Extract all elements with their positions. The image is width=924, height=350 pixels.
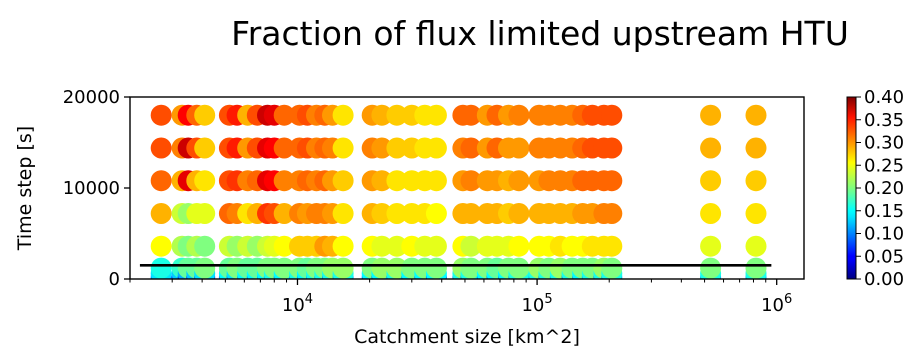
x-tick-label: 104 <box>282 292 313 316</box>
x-tick-label: 105 <box>521 292 552 316</box>
data-point <box>508 203 530 224</box>
data-point <box>700 170 722 192</box>
data-point <box>460 203 482 224</box>
data-point <box>273 137 295 159</box>
data-point <box>745 170 767 192</box>
data-point <box>745 235 767 257</box>
colorbar-tick-label: 0.10 <box>864 224 904 245</box>
data-point <box>745 203 767 224</box>
y-tick-label: 10000 <box>63 178 120 199</box>
data-point <box>508 137 530 159</box>
data-point <box>273 235 295 257</box>
scatter-points <box>150 104 767 279</box>
data-point <box>460 137 482 159</box>
data-point <box>150 137 172 159</box>
data-point <box>194 104 216 126</box>
x-axis-ticks: 104 105 106 <box>129 279 792 316</box>
data-point <box>425 170 447 192</box>
colorbar-tick-label: 0.00 <box>864 269 904 290</box>
x-tick-label: 106 <box>761 292 792 316</box>
data-point <box>194 137 216 159</box>
data-point <box>425 137 447 159</box>
data-point <box>425 203 447 224</box>
x-axis-label: Catchment size [km^2] <box>354 326 580 348</box>
data-point <box>150 235 172 257</box>
data-point <box>508 257 530 279</box>
data-point <box>371 170 393 192</box>
data-point <box>508 235 530 257</box>
data-point <box>700 203 722 224</box>
data-point <box>386 235 408 257</box>
data-point <box>371 104 393 126</box>
data-point <box>460 257 482 279</box>
data-point <box>460 235 482 257</box>
chart-title: Fraction of flux limited upstream HTU <box>231 14 849 53</box>
data-point <box>150 170 172 192</box>
colorbar-tick-label: 0.25 <box>864 155 904 176</box>
data-point <box>371 235 393 257</box>
data-point <box>425 257 447 279</box>
data-point <box>386 203 408 224</box>
data-point <box>601 257 623 279</box>
y-axis-label: Time step [s] <box>14 126 36 251</box>
data-point <box>700 137 722 159</box>
y-tick-label: 0 <box>109 269 120 290</box>
data-point <box>332 137 354 159</box>
data-point <box>460 170 482 192</box>
data-point <box>371 203 393 224</box>
data-point <box>332 235 354 257</box>
data-point <box>460 104 482 126</box>
data-point <box>273 203 295 224</box>
data-point <box>386 104 408 126</box>
data-point <box>371 137 393 159</box>
data-point <box>745 104 767 126</box>
data-point <box>700 235 722 257</box>
colorbar-tick-label: 0.05 <box>864 246 904 267</box>
data-point <box>601 170 623 192</box>
data-point <box>425 235 447 257</box>
colorbar-tick-label: 0.15 <box>864 201 904 222</box>
data-point <box>332 104 354 126</box>
colorbar-tick-label: 0.35 <box>864 110 904 131</box>
data-point <box>273 170 295 192</box>
y-axis-ticks: 0 10000 20000 <box>63 87 130 290</box>
data-point <box>745 137 767 159</box>
colorbar-tick-label: 0.40 <box>864 87 904 108</box>
y-tick-label: 20000 <box>63 87 120 108</box>
data-point <box>194 257 216 279</box>
data-point <box>601 235 623 257</box>
data-point <box>700 257 722 279</box>
colorbar-ticks: 0.000.050.100.150.200.250.300.350.40 <box>856 87 904 290</box>
data-point <box>508 104 530 126</box>
data-point <box>601 137 623 159</box>
data-point <box>273 104 295 126</box>
colorbar <box>846 96 857 280</box>
data-point <box>745 257 767 279</box>
colorbar-tick-label: 0.30 <box>864 133 904 154</box>
data-point <box>386 137 408 159</box>
data-point <box>150 203 172 224</box>
data-point <box>386 170 408 192</box>
colorbar-tick-label: 0.20 <box>864 178 904 199</box>
data-point <box>150 104 172 126</box>
data-point <box>601 104 623 126</box>
data-point <box>194 170 216 192</box>
data-point <box>332 203 354 224</box>
data-point <box>332 170 354 192</box>
data-point <box>332 257 354 279</box>
data-point <box>425 104 447 126</box>
data-point <box>601 203 623 224</box>
data-point <box>700 104 722 126</box>
data-point <box>508 170 530 192</box>
data-point <box>194 235 216 257</box>
data-point <box>150 257 172 279</box>
data-point <box>194 203 216 224</box>
